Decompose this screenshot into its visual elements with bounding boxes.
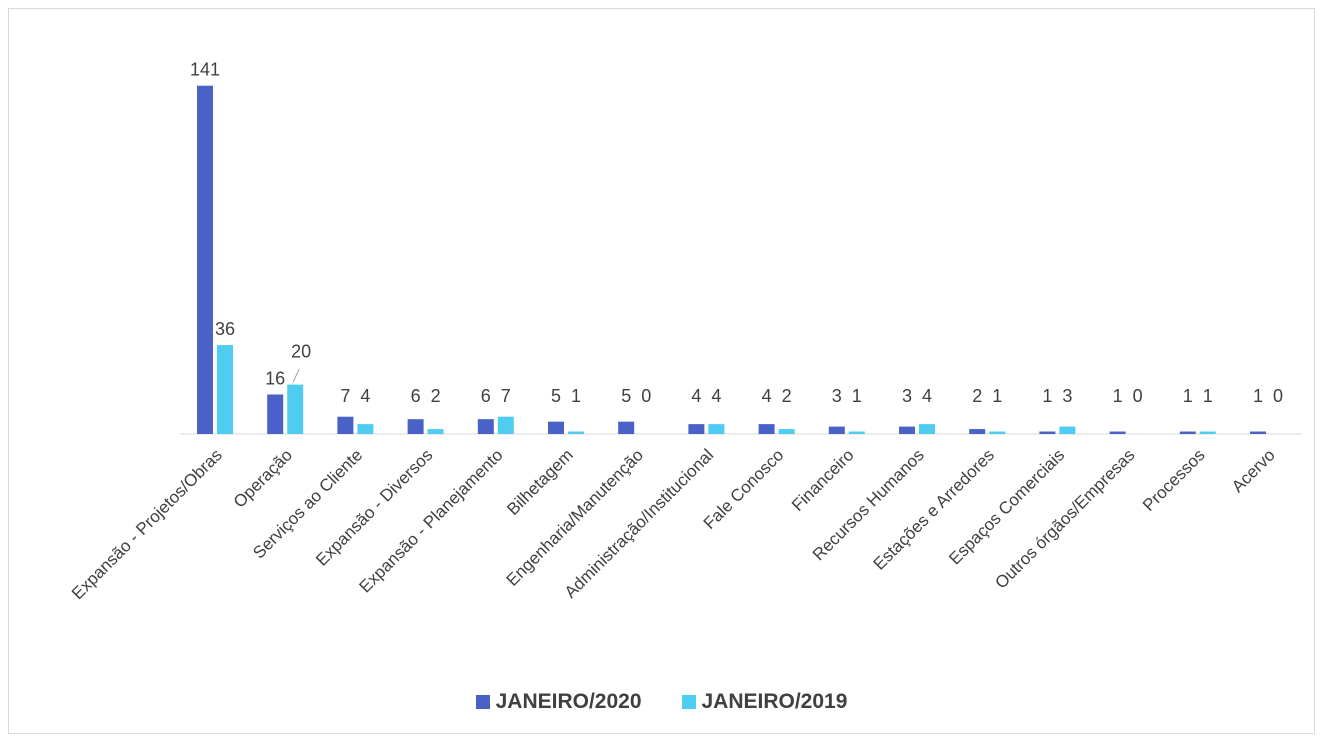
leader-line-operacao [292, 368, 300, 383]
data-label-jan2019-3: 2 [431, 386, 441, 406]
data-label-jan2019-9: 1 [852, 386, 862, 406]
data-label-jan2019-13: 0 [1133, 386, 1143, 406]
data-label-jan2020-2: 7 [340, 386, 350, 406]
category-label-15: Acervo [1228, 445, 1279, 496]
bar-jan2019-9 [848, 431, 865, 434]
bar-jan2020-4 [477, 419, 494, 434]
bar-jan2019-0 [217, 345, 233, 434]
bar-jan2019-7 [708, 424, 725, 434]
bar-jan2020-7 [688, 424, 705, 434]
data-label-jan2019-12: 3 [1062, 386, 1072, 406]
bar-jan2019-3 [427, 429, 444, 434]
data-label-jan2020-14: 1 [1183, 386, 1193, 406]
bar-jan2019-8 [778, 429, 795, 434]
bar-jan2020-15 [1250, 431, 1266, 434]
bar-jan2020-8 [758, 424, 775, 434]
bar-jan2019-12 [1059, 426, 1076, 434]
data-label-jan2019-2: 4 [360, 386, 370, 406]
bar-jan2019-5 [568, 431, 584, 434]
bar-jan2020-10 [899, 426, 915, 434]
category-label-1: Operação [230, 445, 296, 511]
bar-jan2020-14 [1179, 431, 1196, 434]
data-label-jan2019-0: 36 [215, 319, 235, 339]
bar-jan2020-9 [828, 426, 845, 434]
data-label-jan2020-1: 16 [265, 368, 285, 388]
bar-jan2020-2 [337, 416, 354, 434]
data-label-jan2019-7: 4 [711, 386, 721, 406]
category-label-13: Outros órgãos/Empresas [991, 445, 1138, 592]
legend-swatch-series-1 [475, 695, 490, 709]
data-label-jan2020-10: 3 [902, 386, 912, 406]
category-label-12: Espaços Comerciais [945, 445, 1068, 568]
bar-jan2020-3 [407, 419, 424, 434]
category-label-6: Engenharia/Manutenção [503, 445, 647, 589]
bar-jan2019-10 [919, 424, 935, 434]
data-label-jan2019-11: 1 [992, 386, 1002, 406]
category-label-0: Expansão - Projetos/Obras [68, 445, 226, 603]
data-label-jan2020-3: 6 [411, 386, 421, 406]
data-label-jan2020-5: 5 [551, 386, 561, 406]
data-label-jan2020-6: 5 [621, 386, 631, 406]
bar-jan2020-5 [548, 421, 564, 434]
data-label-jan2019-10: 4 [922, 386, 932, 406]
legend-label-series-1: JANEIRO/2020 [495, 690, 642, 713]
bar-jan2020-6 [618, 421, 635, 434]
legend-swatch-series-2 [681, 695, 696, 709]
data-label-jan2020-9: 3 [832, 386, 842, 406]
data-label-jan2020-12: 1 [1042, 386, 1052, 406]
legend: JANEIRO/2020 JANEIRO/2019 [0, 690, 1323, 714]
data-label-jan2019-4: 7 [501, 386, 511, 406]
category-label-3: Expansão - Diversos [312, 445, 436, 569]
data-label-jan2019-14: 1 [1203, 386, 1213, 406]
category-label-7: Administração/Institucional [561, 445, 717, 601]
bar-jan2019-1 [287, 384, 304, 434]
bar-jan2019-2 [357, 424, 374, 434]
bar-jan2020-1 [267, 394, 284, 434]
data-label-jan2019-8: 2 [782, 386, 792, 406]
bar-jan2020-12 [1039, 431, 1056, 434]
data-label-jan2020-15: 1 [1253, 386, 1263, 406]
bar-jan2019-11 [989, 431, 1006, 434]
data-label-jan2020-13: 1 [1113, 386, 1123, 406]
bar-jan2020-11 [969, 429, 986, 434]
data-label-jan2020-4: 6 [481, 386, 491, 406]
data-label-jan2020-11: 2 [972, 386, 982, 406]
data-label-jan2020-8: 4 [762, 386, 772, 406]
category-label-5: Bilhetagem [503, 445, 577, 519]
data-label-jan2019-6: 0 [641, 386, 651, 406]
category-label-14: Processos [1139, 445, 1209, 515]
data-label-jan2019-5: 1 [571, 386, 581, 406]
legend-item-series-2: JANEIRO/2019 [681, 690, 848, 714]
data-label-jan2019-15: 0 [1273, 386, 1283, 406]
data-label-jan2020-7: 4 [691, 386, 701, 406]
bar-jan2020-13 [1109, 431, 1126, 434]
bar-jan2019-14 [1199, 431, 1216, 434]
data-label-jan2019-1: 20 [291, 342, 311, 362]
category-label-11: Estações e Arredores [870, 445, 998, 573]
bar-jan2019-4 [497, 416, 514, 434]
legend-item-series-1: JANEIRO/2020 [475, 690, 642, 714]
legend-label-series-2: JANEIRO/2019 [701, 690, 848, 713]
data-label-jan2020-0: 141 [190, 60, 220, 80]
category-label-9: Financeiro [788, 445, 858, 515]
bar-jan2020-0 [197, 85, 213, 434]
category-label-4: Expansão - Planejamento [356, 445, 507, 596]
